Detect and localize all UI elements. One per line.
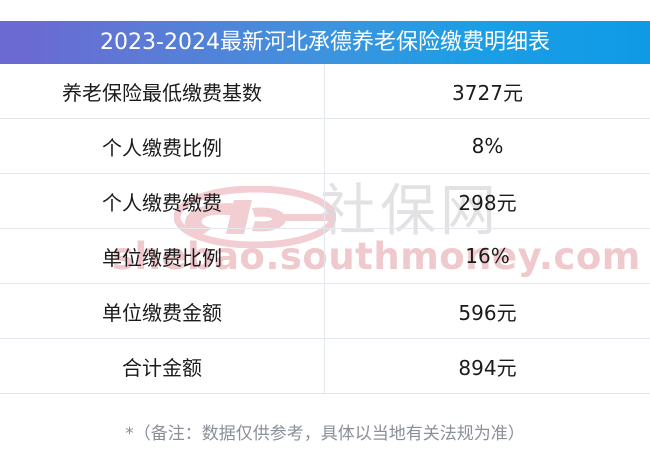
table-header-bar: 2023-2024最新河北承德养老保险缴费明细表 [0, 21, 650, 64]
table-row: 单位缴费比例 16% [0, 229, 650, 284]
table-row: 养老保险最低缴费基数 3727元 [0, 64, 650, 119]
row-label: 合计金额 [0, 339, 325, 393]
row-label: 养老保险最低缴费基数 [0, 64, 325, 118]
row-value: 8% [471, 134, 504, 158]
row-value: 16% [465, 244, 510, 268]
table-row: 个人缴费比例 8% [0, 119, 650, 174]
row-value: 596元 [458, 300, 517, 325]
table-row: 个人缴费缴费 298元 [0, 174, 650, 229]
row-label: 单位缴费金额 [0, 284, 325, 338]
row-value: 298元 [458, 190, 517, 215]
disclaimer-text: *（备注：数据仅供参考，具体以当地有关法规为准） [125, 423, 525, 444]
row-label: 单位缴费比例 [0, 229, 325, 283]
table-row: 合计金额 894元 [0, 339, 650, 394]
table-row: 单位缴费金额 596元 [0, 284, 650, 339]
row-value: 3727元 [452, 80, 523, 105]
contribution-table: 养老保险最低缴费基数 3727元 个人缴费比例 8% 个人缴费缴费 298元 单… [0, 64, 650, 394]
row-label: 个人缴费缴费 [0, 174, 325, 228]
page-title: 2023-2024最新河北承德养老保险缴费明细表 [100, 29, 550, 55]
footer-note-area: *（备注：数据仅供参考，具体以当地有关法规为准） [0, 414, 650, 448]
row-label: 个人缴费比例 [0, 119, 325, 173]
row-value: 894元 [458, 355, 517, 380]
